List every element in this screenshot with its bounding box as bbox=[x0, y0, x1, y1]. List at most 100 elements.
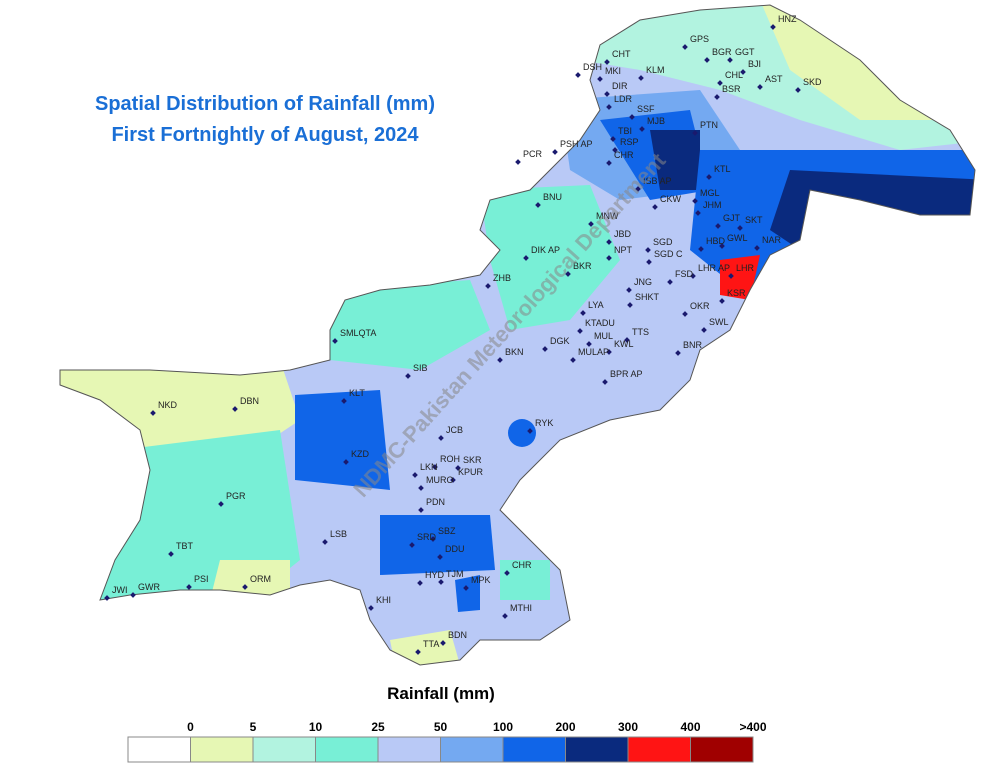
station-dot bbox=[675, 350, 681, 356]
station-label: MNW bbox=[596, 211, 619, 221]
station-dot bbox=[652, 204, 658, 210]
legend-swatch bbox=[315, 736, 379, 763]
station-dot bbox=[440, 640, 446, 646]
legend-swatch bbox=[440, 736, 504, 763]
station-label: KTL bbox=[714, 164, 731, 174]
title: Spatial Distribution of Rainfall (mm) bbox=[95, 93, 435, 115]
station-label: GJT bbox=[723, 213, 741, 223]
station-dot bbox=[368, 605, 374, 611]
station-dot bbox=[717, 80, 723, 86]
station-label: BSR bbox=[722, 84, 741, 94]
legend-label: 5 bbox=[250, 720, 257, 734]
station-label: SGD C bbox=[654, 249, 683, 259]
station-dot bbox=[577, 328, 583, 334]
station-label: BKN bbox=[505, 347, 524, 357]
station-dot bbox=[606, 349, 612, 355]
station-dot bbox=[418, 507, 424, 513]
legend-label: >400 bbox=[739, 720, 766, 734]
station-label: LDR bbox=[614, 94, 633, 104]
station-dot bbox=[714, 94, 720, 100]
station-dot bbox=[502, 613, 508, 619]
station-dot bbox=[624, 337, 630, 343]
station-label: MUL bbox=[594, 331, 613, 341]
legend-label: 200 bbox=[555, 720, 575, 734]
station-dot bbox=[715, 223, 721, 229]
station-label: DSH bbox=[583, 62, 602, 72]
station-label: JHM bbox=[703, 200, 722, 210]
station-label: HNZ bbox=[778, 14, 797, 24]
station-dot bbox=[542, 346, 548, 352]
station-label: PGR bbox=[226, 491, 246, 501]
station-label: SGD bbox=[653, 237, 673, 247]
station-dot bbox=[504, 570, 510, 576]
station-dot bbox=[535, 202, 541, 208]
station-dot bbox=[695, 210, 701, 216]
station-label: RSP bbox=[620, 137, 639, 147]
station-dot bbox=[588, 221, 594, 227]
station-label: FSD bbox=[675, 269, 694, 279]
station-dot bbox=[638, 75, 644, 81]
station-dot bbox=[438, 435, 444, 441]
station-label: DIK AP bbox=[531, 245, 560, 255]
station-label: BKR bbox=[573, 261, 592, 271]
station-dot bbox=[627, 302, 633, 308]
station-dot bbox=[719, 298, 725, 304]
station-dot bbox=[727, 57, 733, 63]
station-dot bbox=[415, 649, 421, 655]
station-label: ISB AP bbox=[643, 176, 672, 186]
station-dot bbox=[610, 136, 616, 142]
station-dot bbox=[754, 245, 760, 251]
station-label: LHR AP bbox=[698, 263, 730, 273]
station-dot bbox=[704, 57, 710, 63]
station-label: KSR bbox=[727, 288, 746, 298]
station-label: KLT bbox=[349, 388, 365, 398]
station-dot bbox=[698, 246, 704, 252]
station-dot bbox=[405, 373, 411, 379]
legend-label: 50 bbox=[434, 720, 448, 734]
legend-swatch bbox=[377, 736, 441, 763]
station-dot bbox=[341, 398, 347, 404]
station-dot bbox=[565, 271, 571, 277]
station-dot bbox=[432, 464, 438, 470]
legend-label: 25 bbox=[371, 720, 385, 734]
station-dot bbox=[682, 311, 688, 317]
station-label: HYD bbox=[425, 570, 445, 580]
station-label: LHR bbox=[736, 263, 755, 273]
legend-label: 0 bbox=[187, 720, 194, 734]
station-label: MULAP bbox=[578, 347, 609, 357]
station-label: KWL bbox=[614, 339, 634, 349]
station-label: JBD bbox=[614, 229, 632, 239]
station-label: JNG bbox=[634, 277, 652, 287]
station-dot bbox=[552, 149, 558, 155]
station-dot bbox=[232, 406, 238, 412]
station-label: GWR bbox=[138, 582, 160, 592]
station-dot bbox=[692, 198, 698, 204]
station-label: KTADU bbox=[585, 318, 615, 328]
legend-title: Rainfall (mm) bbox=[387, 684, 495, 703]
station-label: CHT bbox=[612, 49, 631, 59]
station-dot bbox=[629, 114, 635, 120]
station-dot bbox=[575, 72, 581, 78]
station-dot bbox=[580, 310, 586, 316]
station-label: NPT bbox=[614, 245, 633, 255]
station-dot bbox=[332, 338, 338, 344]
station-dot bbox=[706, 174, 712, 180]
station-dot bbox=[417, 580, 423, 586]
station-label: BGR bbox=[712, 47, 732, 57]
station-dot bbox=[455, 465, 461, 471]
legend-label: 400 bbox=[680, 720, 700, 734]
station-label: BDN bbox=[448, 630, 467, 640]
station-dot bbox=[646, 259, 652, 265]
station-label: SSF bbox=[637, 104, 655, 114]
station-dot bbox=[606, 104, 612, 110]
station-label: LKN bbox=[420, 462, 438, 472]
station-dot bbox=[728, 273, 734, 279]
station-dot bbox=[438, 579, 444, 585]
station-dot bbox=[682, 44, 688, 50]
station-dot bbox=[242, 584, 248, 590]
station-dot bbox=[104, 595, 110, 601]
station-dot bbox=[570, 357, 576, 363]
station-dot bbox=[606, 160, 612, 166]
